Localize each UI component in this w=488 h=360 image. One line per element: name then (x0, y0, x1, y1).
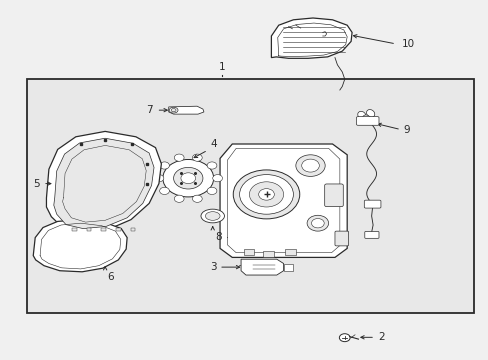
Circle shape (207, 162, 217, 169)
Ellipse shape (169, 107, 178, 113)
Bar (86, 228, 91, 231)
Bar (116, 228, 121, 231)
FancyBboxPatch shape (364, 231, 378, 238)
Circle shape (233, 170, 299, 219)
FancyBboxPatch shape (324, 184, 343, 207)
Text: 2: 2 (377, 332, 384, 342)
Circle shape (173, 167, 203, 189)
Text: 10: 10 (401, 39, 414, 49)
FancyBboxPatch shape (334, 231, 348, 246)
Text: 7: 7 (146, 105, 153, 115)
Ellipse shape (357, 111, 365, 119)
Polygon shape (241, 259, 283, 275)
Circle shape (174, 195, 183, 202)
Circle shape (192, 195, 202, 202)
Ellipse shape (171, 109, 176, 112)
Circle shape (192, 154, 202, 161)
Circle shape (174, 154, 183, 161)
FancyBboxPatch shape (364, 200, 380, 208)
Text: 1: 1 (219, 62, 225, 72)
FancyBboxPatch shape (356, 117, 378, 125)
Circle shape (306, 215, 328, 231)
Circle shape (249, 182, 283, 207)
Ellipse shape (205, 212, 220, 220)
Circle shape (212, 175, 222, 182)
Polygon shape (46, 131, 161, 232)
Circle shape (207, 187, 217, 194)
Text: 8: 8 (215, 232, 222, 242)
Bar (27, 79, 473, 313)
Bar (285, 249, 295, 255)
Circle shape (258, 189, 274, 200)
Circle shape (159, 162, 169, 169)
Circle shape (163, 159, 213, 197)
Text: 6: 6 (107, 272, 114, 282)
Circle shape (154, 175, 163, 182)
Circle shape (159, 187, 169, 194)
Polygon shape (168, 106, 203, 114)
Circle shape (239, 175, 293, 214)
Polygon shape (33, 220, 127, 272)
Text: 9: 9 (402, 125, 409, 135)
Text: 4: 4 (210, 139, 217, 149)
Polygon shape (54, 138, 154, 229)
Polygon shape (220, 144, 346, 257)
Circle shape (181, 173, 195, 184)
Bar (130, 228, 135, 231)
Text: 5: 5 (33, 179, 40, 189)
Ellipse shape (201, 209, 224, 223)
Bar (283, 264, 293, 271)
Bar (101, 228, 106, 231)
Circle shape (295, 155, 325, 176)
Polygon shape (271, 18, 351, 58)
Circle shape (339, 334, 349, 342)
Ellipse shape (366, 109, 374, 117)
Bar (72, 228, 77, 231)
Text: 3: 3 (209, 262, 216, 272)
Circle shape (301, 159, 319, 172)
Bar (243, 249, 254, 255)
Ellipse shape (362, 115, 370, 123)
Circle shape (311, 219, 324, 228)
Bar (263, 251, 273, 257)
